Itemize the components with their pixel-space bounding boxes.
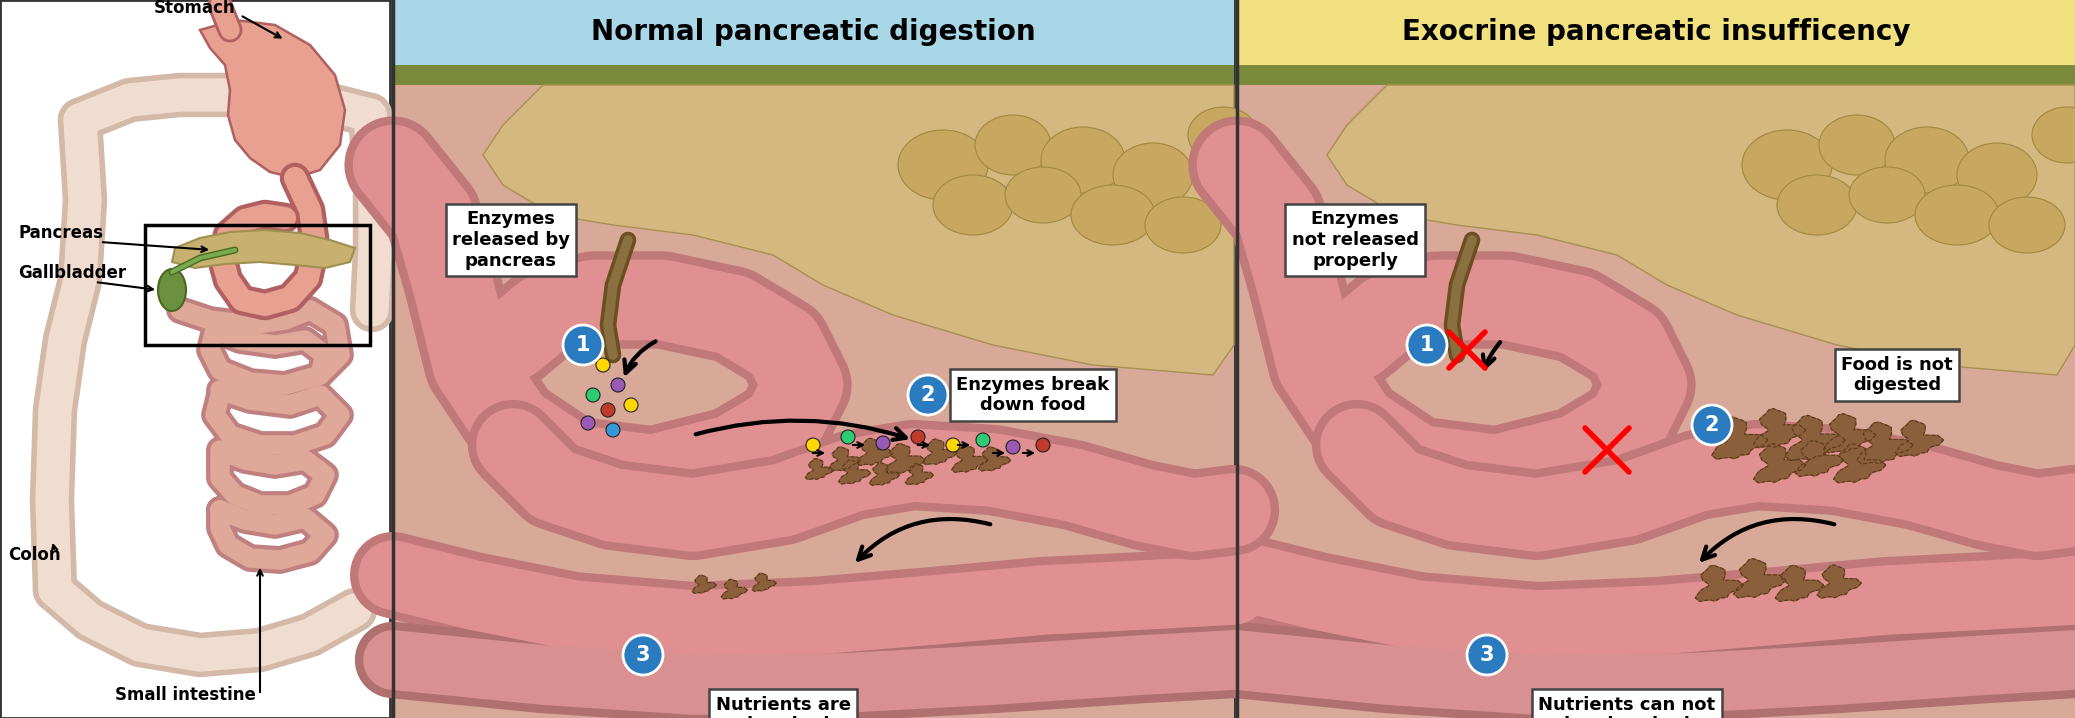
Bar xyxy=(1237,0,2075,65)
Circle shape xyxy=(606,423,620,437)
Ellipse shape xyxy=(1112,143,1193,207)
Circle shape xyxy=(975,433,990,447)
Ellipse shape xyxy=(1884,127,1969,193)
Circle shape xyxy=(610,378,625,392)
Circle shape xyxy=(911,430,925,444)
Ellipse shape xyxy=(158,269,187,311)
Text: Normal pancreatic digestion: Normal pancreatic digestion xyxy=(591,19,1035,47)
Polygon shape xyxy=(1824,414,1876,453)
Ellipse shape xyxy=(898,130,988,200)
Circle shape xyxy=(562,325,604,365)
Circle shape xyxy=(1467,635,1506,675)
Circle shape xyxy=(840,430,855,444)
Text: Enzymes
released by
pancreas: Enzymes released by pancreas xyxy=(452,210,571,270)
Ellipse shape xyxy=(1915,185,1998,245)
Text: Enzymes break
down food: Enzymes break down food xyxy=(957,376,1110,414)
Polygon shape xyxy=(952,445,988,472)
Ellipse shape xyxy=(1820,115,1894,175)
Text: Nutrients can not
be absorbed: Nutrients can not be absorbed xyxy=(1538,696,1716,718)
Polygon shape xyxy=(693,575,716,593)
Ellipse shape xyxy=(1189,107,1257,163)
Ellipse shape xyxy=(1004,167,1081,223)
Polygon shape xyxy=(1776,565,1824,602)
Ellipse shape xyxy=(1743,130,1832,200)
Polygon shape xyxy=(905,464,934,485)
Bar xyxy=(1237,65,2075,85)
Circle shape xyxy=(909,375,948,415)
Circle shape xyxy=(581,416,596,430)
Ellipse shape xyxy=(1042,127,1125,193)
Bar xyxy=(1237,85,2075,718)
Text: 3: 3 xyxy=(1479,645,1494,665)
Polygon shape xyxy=(1894,420,1944,457)
Polygon shape xyxy=(923,439,957,465)
Text: 3: 3 xyxy=(635,645,649,665)
Polygon shape xyxy=(199,20,344,178)
Bar xyxy=(392,85,1235,718)
Circle shape xyxy=(585,388,600,402)
Text: Nutrients are
absorbed: Nutrients are absorbed xyxy=(716,696,851,718)
Text: 2: 2 xyxy=(921,385,936,405)
Polygon shape xyxy=(1712,417,1768,459)
Ellipse shape xyxy=(1776,175,1857,235)
Ellipse shape xyxy=(2031,107,2075,163)
Text: 1: 1 xyxy=(575,335,589,355)
Polygon shape xyxy=(722,579,747,599)
Text: Small intestine: Small intestine xyxy=(114,686,255,704)
Polygon shape xyxy=(1784,416,1845,460)
Polygon shape xyxy=(886,444,925,474)
Circle shape xyxy=(876,436,890,450)
Polygon shape xyxy=(1795,440,1843,477)
Circle shape xyxy=(602,403,614,417)
Polygon shape xyxy=(1328,85,2075,375)
Polygon shape xyxy=(1733,559,1787,598)
Polygon shape xyxy=(1857,422,1913,464)
Polygon shape xyxy=(805,459,834,480)
Text: Enzymes
not released
properly: Enzymes not released properly xyxy=(1291,210,1419,270)
Bar xyxy=(0,0,390,718)
Bar xyxy=(392,0,1235,718)
Polygon shape xyxy=(869,462,901,485)
Text: Pancreas: Pancreas xyxy=(19,224,104,242)
Ellipse shape xyxy=(934,175,1013,235)
Ellipse shape xyxy=(1990,197,2065,253)
Polygon shape xyxy=(979,447,1011,471)
Circle shape xyxy=(622,635,664,675)
Polygon shape xyxy=(1753,444,1805,482)
Circle shape xyxy=(1006,440,1021,454)
Ellipse shape xyxy=(1071,185,1156,245)
Text: Exocrine pancreatic insufficency: Exocrine pancreatic insufficency xyxy=(1403,19,1911,47)
Circle shape xyxy=(1035,438,1050,452)
Text: Stomach: Stomach xyxy=(154,0,237,17)
Ellipse shape xyxy=(1849,167,1926,223)
Bar xyxy=(392,0,1235,65)
Polygon shape xyxy=(1818,565,1861,598)
Circle shape xyxy=(596,358,610,372)
Bar xyxy=(1237,0,2075,718)
Polygon shape xyxy=(753,573,776,591)
Circle shape xyxy=(946,438,961,452)
Ellipse shape xyxy=(975,115,1052,175)
Polygon shape xyxy=(838,460,872,484)
Polygon shape xyxy=(1834,444,1886,482)
Text: 1: 1 xyxy=(1419,335,1434,355)
Ellipse shape xyxy=(1957,143,2038,207)
Text: Food is not
digested: Food is not digested xyxy=(1841,355,1953,394)
Polygon shape xyxy=(1695,565,1743,602)
Bar xyxy=(392,65,1235,85)
Bar xyxy=(145,225,369,345)
Circle shape xyxy=(1691,405,1733,445)
Polygon shape xyxy=(172,230,355,268)
Circle shape xyxy=(625,398,637,412)
Polygon shape xyxy=(1753,409,1805,448)
Text: Gallbladder: Gallbladder xyxy=(19,264,127,282)
Polygon shape xyxy=(857,438,892,465)
Polygon shape xyxy=(828,447,861,471)
Text: 2: 2 xyxy=(1706,415,1720,435)
Ellipse shape xyxy=(1145,197,1220,253)
Circle shape xyxy=(1407,325,1446,365)
Polygon shape xyxy=(483,85,1235,375)
Circle shape xyxy=(805,438,820,452)
Text: Colon: Colon xyxy=(8,546,60,564)
